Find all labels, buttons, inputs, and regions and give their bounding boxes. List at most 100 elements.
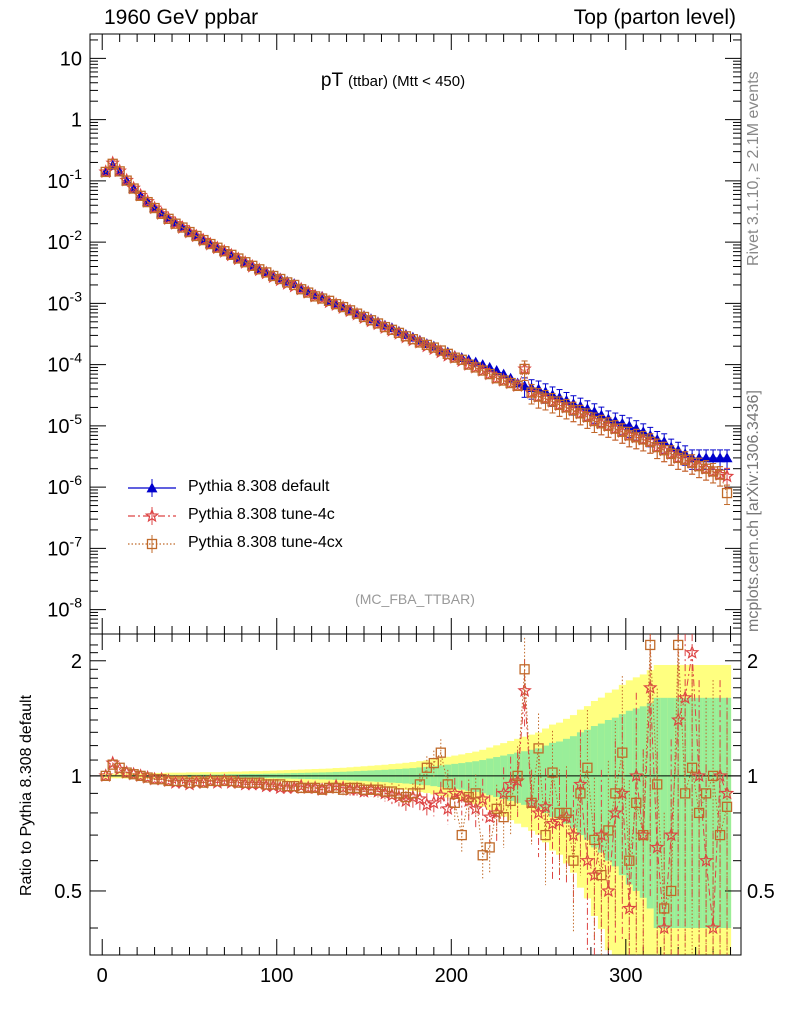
ratio-data-point [547, 767, 558, 778]
data-point [393, 327, 405, 339]
ratio-data-point [673, 639, 684, 651]
legend-marker [146, 538, 158, 550]
data-point [142, 196, 153, 208]
ratio-data-point [142, 772, 153, 783]
data-point [610, 423, 621, 434]
data-point [659, 445, 670, 456]
ratio-data-point [580, 853, 595, 867]
data-point [379, 321, 391, 333]
analysis-id-label: (MC_FBA_TTBAR) [355, 591, 475, 607]
ratio-data-point [582, 762, 593, 773]
ratio-data-point [372, 784, 384, 795]
ratio-data-point [393, 788, 405, 799]
ratio-band-inner [709, 697, 718, 929]
ratio-band-inner [465, 762, 473, 791]
data-point [351, 308, 363, 319]
ratio-y-tick-label-left: 2 [71, 651, 82, 673]
data-point [680, 454, 691, 465]
data-point [365, 315, 377, 326]
ratio-data-point [379, 786, 391, 797]
ratio-data-point [205, 775, 216, 787]
ratio-data-point [526, 797, 537, 809]
y-tick-label: 10-3 [47, 288, 82, 315]
data-point [240, 257, 251, 268]
ratio-data-point [575, 788, 586, 799]
data-point [212, 242, 223, 253]
data-point [505, 377, 516, 389]
data-point [638, 434, 649, 445]
legend-marker [144, 508, 160, 523]
legend [128, 479, 176, 553]
ratio-data-point [191, 775, 202, 787]
plot-title-sub: (ttbar) (Mtt < 450) [348, 73, 466, 90]
ratio-data-point [656, 920, 672, 935]
legend-label-tune-4cx: Pythia 8.308 tune-4cx [188, 534, 343, 551]
ratio-band-inner [500, 755, 508, 799]
header-energy-label: 1960 GeV ppbar [104, 6, 259, 29]
ratio-y-tick-label-left: 1 [71, 766, 82, 788]
data-point [316, 293, 328, 304]
plot-title: pT (ttbar) (Mtt < 450) [0, 70, 786, 92]
ratio-band-inner [576, 732, 585, 836]
data-point [275, 273, 286, 285]
main-series-layer [98, 155, 735, 506]
ratio-data-point [519, 664, 530, 675]
ratio-data-point [587, 867, 602, 882]
ratio-data-point [454, 789, 470, 804]
ratio-band-inner [458, 763, 466, 790]
ratio-data-point [533, 743, 544, 754]
data-point [428, 342, 439, 353]
data-point [512, 380, 523, 392]
ratio-data-point [470, 788, 481, 799]
data-point [673, 452, 684, 464]
ratio-data-point [468, 801, 483, 816]
ratio-band-inner [521, 751, 529, 805]
ratio-data-point [107, 759, 118, 770]
ratio-data-point [447, 785, 463, 800]
data-point [561, 402, 572, 413]
ratio-data-point [233, 777, 244, 788]
data-point [498, 375, 509, 386]
data-point [254, 264, 265, 275]
y-tick-label: 10-6 [47, 472, 82, 499]
ratio-data-point [498, 811, 509, 823]
ratio-data-point [316, 784, 328, 795]
data-point [596, 418, 607, 429]
ratio-data-point [303, 782, 314, 794]
data-point [205, 238, 216, 250]
ratio-data-point [700, 788, 712, 799]
ratio-frame [89, 633, 742, 956]
y-tick-label: 1 [71, 110, 82, 132]
ratio-data-point [198, 777, 209, 788]
ratio-data-point [714, 829, 726, 841]
ratio-band-inner [486, 758, 494, 796]
ratio-data-point [428, 757, 439, 769]
ratio-data-point [247, 777, 258, 788]
ratio-y-axis: 0.5 0.5 1 1 2 2 [54, 644, 775, 929]
ratio-data-point [680, 788, 691, 799]
data-point [693, 461, 705, 472]
data-point [337, 301, 349, 313]
data-point [568, 405, 579, 416]
ratio-y-tick-label-right: 1 [747, 766, 758, 788]
data-point [219, 246, 230, 257]
ratio-y-tick-label-left: 0.5 [54, 881, 82, 903]
ratio-data-point [684, 645, 700, 659]
data-point [442, 348, 453, 359]
ratio-data-point [721, 801, 733, 812]
ratio-data-point [624, 855, 635, 866]
ratio-data-point [629, 768, 644, 783]
header-process-label: Top (parton level) [573, 6, 736, 29]
data-point [617, 426, 628, 437]
y-tick-label: 10-7 [47, 533, 82, 560]
data-point [128, 183, 139, 194]
data-point [330, 299, 342, 310]
data-point [309, 291, 321, 302]
data-point [575, 408, 586, 419]
data-point [344, 305, 356, 316]
data-point [268, 270, 279, 282]
ratio-data-point [289, 780, 300, 792]
ratio-band-inner [479, 760, 487, 794]
ratio-data-point [477, 850, 488, 861]
